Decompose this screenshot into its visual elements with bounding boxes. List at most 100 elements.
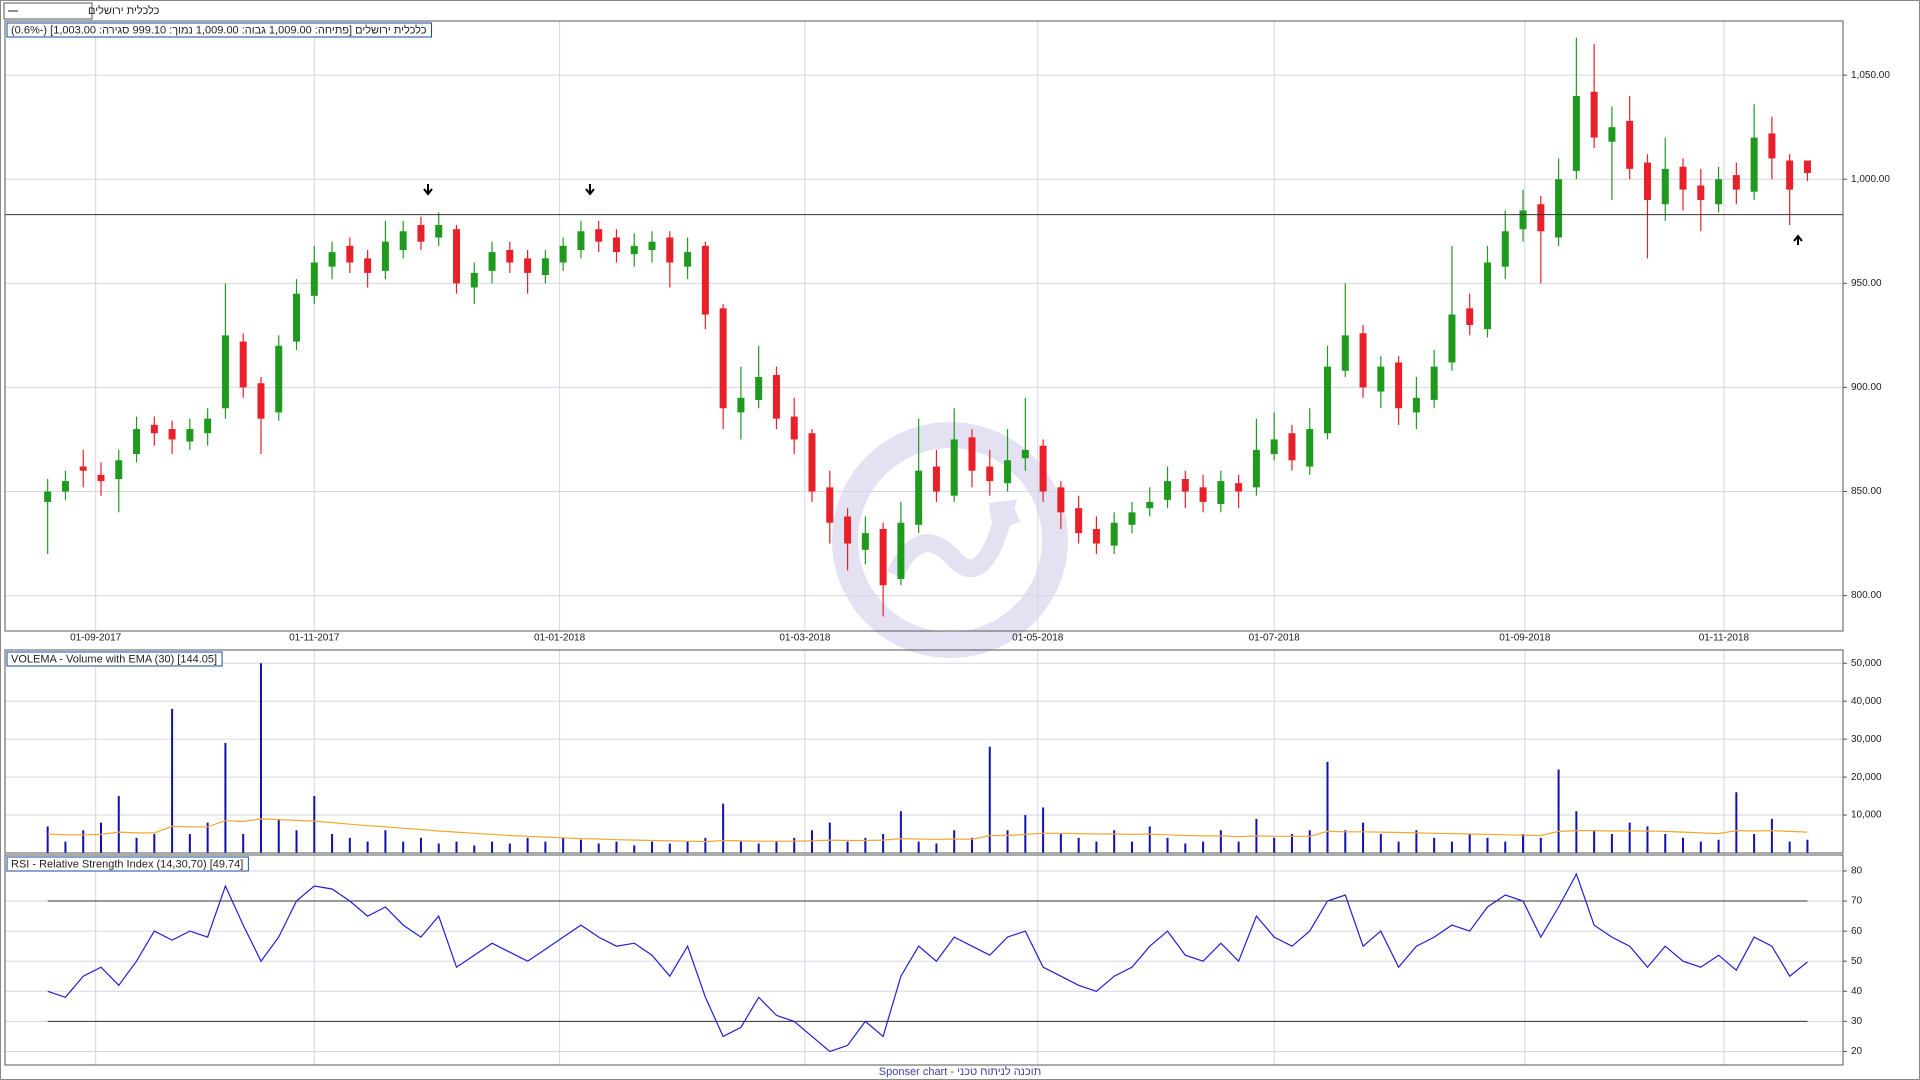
y-tick-label: 800.00: [1851, 590, 1882, 601]
candle-body: [1306, 429, 1314, 467]
candle-body: [1412, 397, 1420, 413]
candle-body: [275, 345, 283, 413]
y-tick-label: 50,000: [1851, 658, 1882, 669]
candle-body: [221, 335, 229, 409]
candle-body: [399, 231, 407, 251]
candle-body: [1217, 481, 1225, 505]
candle-body: [1679, 166, 1687, 190]
x-tick-label: 01-03-2018: [779, 633, 831, 644]
panel-frame: [4, 854, 1844, 1066]
candle-body: [346, 245, 354, 263]
candle-body: [1146, 501, 1154, 509]
y-tick-label: 10,000: [1851, 810, 1882, 821]
candle-body: [1519, 210, 1527, 230]
candle-body: [684, 252, 692, 267]
candle-body: [612, 237, 620, 253]
panel-title: כלכלית ירושלים [פתיחה: 1,009.00 גבוה: 1,…: [11, 23, 427, 36]
candle-body: [1270, 439, 1278, 455]
candle-body: [1341, 335, 1349, 371]
candle-body: [1164, 481, 1172, 500]
candle-body: [61, 481, 69, 492]
y-tick-label: 40,000: [1851, 696, 1882, 707]
candle-body: [133, 429, 141, 455]
y-tick-label: 850.00: [1851, 486, 1882, 497]
x-tick-label: 01-01-2018: [534, 633, 586, 644]
candle-body: [115, 460, 123, 480]
candle-body: [1697, 185, 1705, 201]
candle-body: [381, 241, 389, 271]
arrow-down: [585, 184, 595, 196]
x-tick-label: 01-09-2017: [70, 633, 122, 644]
candle-body: [897, 522, 905, 579]
watermark-arrow: [886, 499, 1021, 579]
candle-body: [630, 245, 638, 255]
candle-body: [1501, 231, 1509, 267]
arrow-up: [1793, 234, 1803, 245]
candle-body: [1128, 512, 1136, 525]
candle-body: [1448, 314, 1456, 363]
candle-body: [524, 258, 532, 273]
candle-body: [1395, 362, 1403, 409]
candle-body: [1075, 508, 1083, 534]
candle-body: [1537, 204, 1545, 232]
candle-body: [1750, 137, 1758, 192]
candle-body: [666, 237, 674, 263]
candle-body: [1377, 366, 1385, 392]
candle-body: [168, 429, 176, 440]
y-tick-label: 950.00: [1851, 278, 1882, 289]
candle-body: [1359, 333, 1367, 388]
y-tick-label: 1,000.00: [1851, 174, 1890, 185]
candle-body: [1466, 308, 1474, 325]
candle-body: [755, 377, 763, 400]
candle-body: [577, 231, 585, 251]
candle-body: [204, 418, 212, 434]
candle-body: [328, 252, 336, 267]
arrow-down: [423, 184, 433, 196]
candle-body: [1768, 133, 1776, 159]
candle-body: [1732, 175, 1740, 190]
panel-title-box: [6, 651, 223, 667]
x-tick-label: 01-11-2017: [289, 633, 340, 644]
candle-body: [1004, 460, 1012, 484]
y-tick-label: 20,000: [1851, 772, 1882, 783]
candle-body: [1092, 528, 1100, 544]
candle-body: [488, 252, 496, 271]
candle-body: [435, 225, 443, 238]
legend-box: [3, 2, 93, 20]
candle-body: [1555, 179, 1563, 238]
candle-body: [257, 383, 265, 419]
panel-frame: [4, 649, 1844, 854]
y-tick-label: 40: [1851, 986, 1863, 997]
x-tick-label: 01-07-2018: [1249, 633, 1301, 644]
candle-body: [879, 528, 887, 586]
panel-title-box: [6, 856, 249, 872]
candle-body: [1590, 91, 1598, 138]
candle-body: [808, 433, 816, 492]
panel-title: VOLEMA - Volume with EMA (30) [144.05]: [11, 653, 217, 665]
candle-body: [1626, 120, 1634, 169]
candle-body: [719, 308, 727, 409]
candle-body: [417, 225, 425, 242]
candle-body: [1483, 262, 1491, 330]
y-tick-label: 20: [1851, 1046, 1863, 1057]
candle-body: [790, 416, 798, 440]
legend-label: כלכלית ירושלים: [88, 4, 160, 17]
panel-title-box: [6, 22, 433, 38]
candle-body: [1661, 168, 1669, 205]
candle-body: [310, 262, 318, 296]
candle-body: [1803, 160, 1811, 173]
y-tick-label: 80: [1851, 866, 1863, 877]
candle-body: [950, 439, 958, 496]
candle-body: [648, 241, 656, 251]
x-tick-label: 01-11-2018: [1699, 633, 1750, 644]
candle-body: [453, 229, 461, 284]
y-tick-label: 60: [1851, 926, 1863, 937]
x-tick-label: 01-05-2018: [1012, 633, 1064, 644]
candle-body: [1430, 366, 1438, 400]
candle-body: [1039, 445, 1047, 492]
rsi-line: [47, 872, 1808, 1053]
candle-body: [1199, 487, 1207, 502]
x-tick-label: 01-09-2018: [1499, 633, 1551, 644]
candle-body: [150, 424, 158, 434]
candle-body: [506, 250, 514, 263]
